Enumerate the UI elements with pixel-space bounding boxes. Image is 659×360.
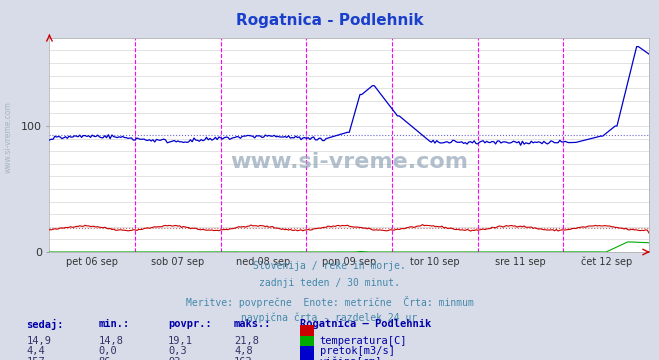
Text: www.si-vreme.com: www.si-vreme.com (230, 152, 469, 172)
Text: 19,1: 19,1 (168, 336, 193, 346)
Text: www.si-vreme.com: www.si-vreme.com (3, 101, 13, 173)
Text: 163: 163 (234, 357, 252, 360)
Text: navpična črta - razdelek 24 ur: navpična črta - razdelek 24 ur (241, 313, 418, 323)
Text: Rogatnica – Podlehnik: Rogatnica – Podlehnik (300, 319, 431, 329)
Text: Rogatnica - Podlehnik: Rogatnica - Podlehnik (236, 13, 423, 28)
Text: povpr.:: povpr.: (168, 319, 212, 329)
Text: Slovenija / reke in morje.: Slovenija / reke in morje. (253, 261, 406, 271)
Text: min.:: min.: (99, 319, 130, 329)
Text: pretok[m3/s]: pretok[m3/s] (320, 346, 395, 356)
Text: 0,0: 0,0 (99, 346, 117, 356)
Text: 14,8: 14,8 (99, 336, 124, 346)
Text: višina[cm]: višina[cm] (320, 357, 382, 360)
Text: 93: 93 (168, 357, 181, 360)
Text: 157: 157 (26, 357, 45, 360)
Text: 86: 86 (99, 357, 111, 360)
Text: Meritve: povprečne  Enote: metrične  Črta: minmum: Meritve: povprečne Enote: metrične Črta:… (186, 296, 473, 307)
Text: 4,8: 4,8 (234, 346, 252, 356)
Text: sedaj:: sedaj: (26, 319, 64, 330)
Text: temperatura[C]: temperatura[C] (320, 336, 407, 346)
Text: maks.:: maks.: (234, 319, 272, 329)
Text: zadnji teden / 30 minut.: zadnji teden / 30 minut. (259, 278, 400, 288)
Text: 14,9: 14,9 (26, 336, 51, 346)
Text: 0,3: 0,3 (168, 346, 186, 356)
Text: 21,8: 21,8 (234, 336, 259, 346)
Text: 4,4: 4,4 (26, 346, 45, 356)
